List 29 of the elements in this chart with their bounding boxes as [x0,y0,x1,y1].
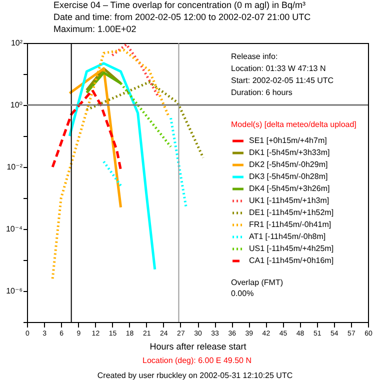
y-tick-label: 10⁻⁶ [6,286,22,296]
y-tick-label: 10⁻⁴ [6,224,24,234]
annotation: 0.00% [231,289,254,298]
text: Date and time: from 2002-02-05 12:00 to 2002-02-07 21:00 UTC [53,12,311,22]
y-tick-label: 10² [10,38,23,48]
legend-label: FR1 [-11h45m/-0h41m] [249,220,332,229]
text: Maximum: 1.00E+02 [53,24,136,34]
legend-label: CA1 [-11h45m/+0h16m] [249,256,334,265]
legend-label: UK1 [-11h45m/+1h3m] [249,196,330,205]
annotation: Overlap (FMT) [231,278,284,287]
legend-label: US1 [-11h45m/+4h25m] [249,244,334,253]
annotation: Location: 01:33 W 47:13 N [231,64,326,73]
legend-label: AT1 [-11h45m/-0h8m] [249,232,326,241]
annotation: Start: 2002-02-05 11:45 UTC [231,76,334,85]
y-tick-label: 10⁻² [6,162,23,172]
legend-label: DK3 [-5h45m/-0h28m] [249,172,328,181]
legend-label: DK1 [-5h45m/+3h33m] [249,148,330,157]
text: Created by user rbuckley on 2002-05-31 12:10:25 UTC [97,371,293,380]
legend-title: Model(s) [delta meteo/delta upload] [231,120,356,129]
text: Location (deg): 6.00 E 49.50 N [142,356,252,365]
legend-label: DK4 [-5h45m/+3h26m] [249,184,330,193]
legend-label: SE1 [+0h15m/+4h7m] [249,136,327,145]
legend-label: DE1 [-11h45m/+1h52m] [249,208,334,217]
annotation: Duration: 6 hours [231,88,292,97]
x-axis-title: Hours after release start [150,342,247,352]
annotation: Release info: [231,52,278,61]
y-tick-label: 10⁰ [10,100,22,110]
chart-title: Exercise 04 – Time overlap for concentration (0 m agl) in Bq/m³ [53,0,306,10]
legend-label: DK2 [-5h45m/-0h29m] [249,160,328,169]
